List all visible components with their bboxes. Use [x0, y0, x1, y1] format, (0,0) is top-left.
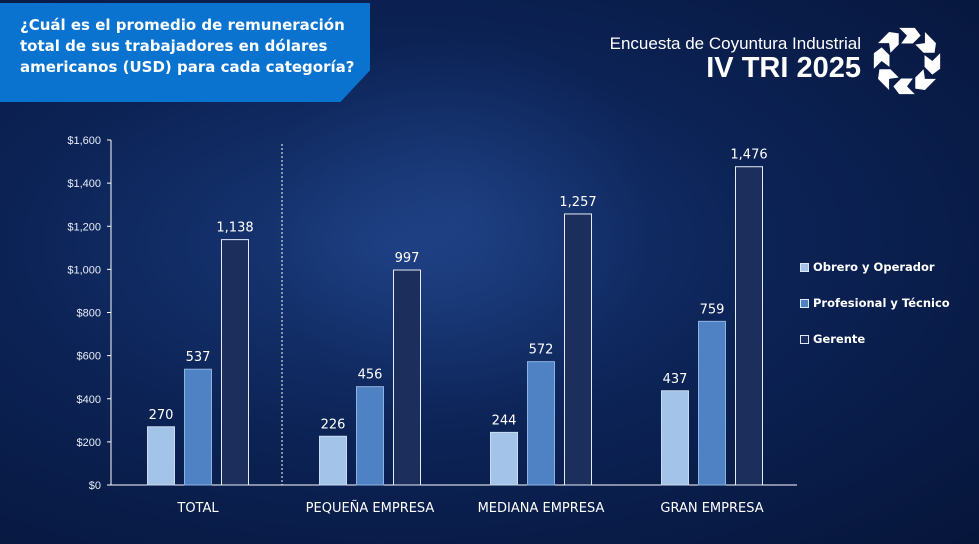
y-tick-label: $200: [77, 437, 101, 449]
survey-period: IV TRI 2025: [706, 52, 861, 84]
data-label: 537: [186, 350, 211, 365]
data-labels: 270 226 244 437 537 456 572 759 1,138 997 1,257 1,4…: [149, 148, 768, 433]
data-label: 759: [700, 302, 725, 317]
legend: Obrero y Operador Profesional y Técnico Ge…: [800, 259, 950, 367]
data-label: 1,476: [730, 148, 767, 163]
bar: [319, 435, 347, 486]
category-label: GRAN EMPRESA: [660, 501, 763, 516]
legend-swatch: [800, 262, 809, 272]
x-axis: TOTAL PEQUEÑA EMPRESA MEDIANA EMPRESA GRAN …: [176, 500, 763, 516]
data-label: 997: [395, 251, 420, 266]
y-tick-label: $1,600: [67, 135, 101, 147]
bar: [527, 361, 555, 486]
data-label: 456: [358, 368, 383, 383]
bar: [356, 386, 384, 486]
legend-swatch: [800, 298, 809, 308]
bar: [147, 426, 175, 486]
bar: [564, 213, 592, 486]
question-text: ¿Cuál es el promedio de remuneración tot…: [20, 16, 355, 76]
bar: [221, 239, 249, 486]
bar: [490, 431, 518, 486]
y-tick-label: $400: [77, 394, 101, 406]
data-label: 1,138: [216, 221, 253, 236]
y-tick-label: $1,200: [67, 221, 101, 233]
legend-item: Obrero y Operador: [800, 259, 950, 275]
y-tick-label: $600: [77, 351, 101, 363]
legend-swatch: [800, 334, 809, 344]
legend-item: Profesional y Técnico: [800, 295, 950, 311]
legend-label: Profesional y Técnico: [813, 296, 950, 310]
data-label: 244: [492, 413, 517, 428]
data-label: 226: [321, 417, 346, 432]
y-tick-label: $0: [89, 480, 101, 492]
legend-item: Gerente: [800, 331, 950, 347]
y-tick-label: $1,000: [67, 264, 101, 276]
bar: [184, 368, 212, 486]
data-label: 1,257: [559, 195, 596, 210]
y-tick-label: $1,400: [67, 178, 101, 190]
bar: [698, 320, 726, 486]
data-label: 437: [663, 372, 688, 387]
legend-label: Obrero y Operador: [813, 260, 935, 274]
question-banner: ¿Cuál es el promedio de remuneración tot…: [0, 3, 370, 102]
category-label: PEQUEÑA EMPRESA: [306, 500, 435, 516]
y-tick-label: $800: [77, 308, 101, 320]
bar: [661, 390, 689, 486]
circular-arrows-logo-icon: [873, 27, 941, 95]
survey-title: Encuesta de Coyuntura Industrial: [609, 34, 861, 53]
data-label: 270: [149, 408, 174, 423]
legend-label: Gerente: [813, 332, 866, 346]
category-label: MEDIANA EMPRESA: [478, 501, 605, 516]
category-label: TOTAL: [176, 501, 219, 516]
data-label: 572: [529, 343, 554, 358]
bar: [393, 269, 421, 486]
bars: [147, 166, 763, 486]
bar: [735, 166, 763, 486]
